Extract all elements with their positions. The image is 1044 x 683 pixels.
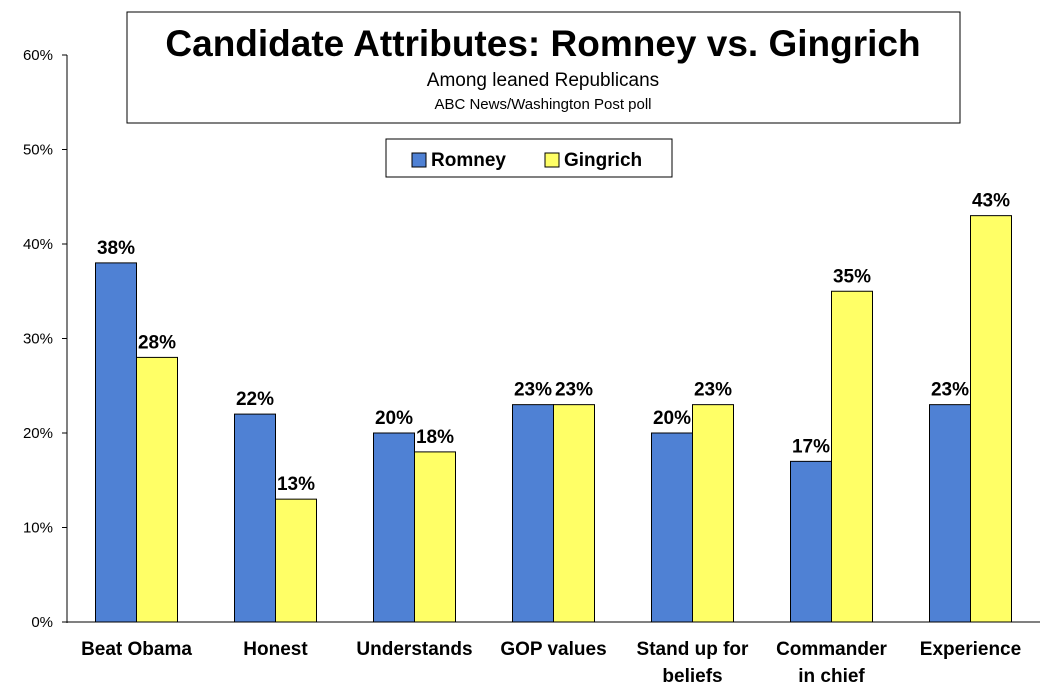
- bar-gingrich: [136, 356, 178, 623]
- data-label: 17%: [792, 436, 830, 457]
- x-tick-label: Stand up for: [637, 639, 749, 660]
- data-label: 23%: [514, 380, 552, 401]
- bar-romney: [95, 262, 137, 623]
- legend-label-romney: Romney: [431, 150, 506, 171]
- bar-gingrich: [831, 290, 873, 623]
- legend: Romney Gingrich: [385, 138, 673, 178]
- y-tick-label: 60%: [23, 47, 53, 64]
- x-tick-label: Experience: [920, 639, 1021, 660]
- x-tick-label: GOP values: [500, 639, 606, 660]
- x-tick-label: Understands: [356, 639, 472, 660]
- x-tick-label: Beat Obama: [81, 639, 192, 660]
- chart-source: ABC News/Washington Post poll: [434, 96, 651, 113]
- y-ticks: 0% 10% 20% 30% 40% 50% 60%: [23, 47, 67, 631]
- bar-romney: [929, 404, 971, 623]
- data-label: 13%: [277, 474, 315, 495]
- data-label: 35%: [833, 266, 871, 287]
- bar-romney: [790, 460, 832, 623]
- legend-swatch-romney: [411, 152, 427, 168]
- bar-romney: [234, 413, 276, 623]
- data-label: 23%: [555, 380, 593, 401]
- y-tick-label: 50%: [23, 142, 53, 159]
- x-tick-label: in chief: [798, 666, 865, 683]
- data-label: 18%: [416, 427, 454, 448]
- bar-gingrich: [692, 404, 734, 623]
- data-label: 22%: [236, 389, 274, 410]
- data-label: 20%: [653, 408, 691, 429]
- legend-label-gingrich: Gingrich: [564, 150, 642, 171]
- chart-subtitle: Among leaned Republicans: [427, 70, 659, 91]
- x-tick-label: Commander: [776, 639, 887, 660]
- x-tick-label: beliefs: [662, 666, 722, 683]
- bar-romney: [373, 432, 415, 623]
- x-tick-labels: Beat Obama Honest Understands GOP values Sta…: [81, 639, 1021, 683]
- bar-gingrich: [553, 404, 595, 623]
- data-labels: 38%28%22%13%20%18%23% 23%20%23%17%35%23%4…: [97, 191, 1010, 496]
- bars: [95, 215, 1012, 623]
- bar-gingrich: [275, 498, 317, 623]
- bar-gingrich: [414, 451, 456, 623]
- data-label: 23%: [694, 380, 732, 401]
- data-label: 20%: [375, 408, 413, 429]
- bar-romney: [512, 404, 554, 623]
- y-tick-label: 10%: [23, 520, 53, 537]
- y-tick-label: 20%: [23, 425, 53, 442]
- y-tick-label: 0%: [31, 614, 53, 631]
- bar-gingrich: [970, 215, 1012, 623]
- data-label: 38%: [97, 238, 135, 259]
- y-tick-label: 40%: [23, 236, 53, 253]
- bar-romney: [651, 432, 693, 623]
- data-label: 23%: [931, 380, 969, 401]
- legend-swatch-gingrich: [544, 152, 560, 168]
- data-label: 43%: [972, 191, 1010, 212]
- title-box: Candidate Attributes: Romney vs. Gingric…: [126, 11, 961, 124]
- chart-title: Candidate Attributes: Romney vs. Gingric…: [165, 23, 920, 64]
- y-tick-label: 30%: [23, 331, 53, 348]
- data-label: 28%: [138, 332, 176, 353]
- x-tick-label: Honest: [243, 639, 308, 660]
